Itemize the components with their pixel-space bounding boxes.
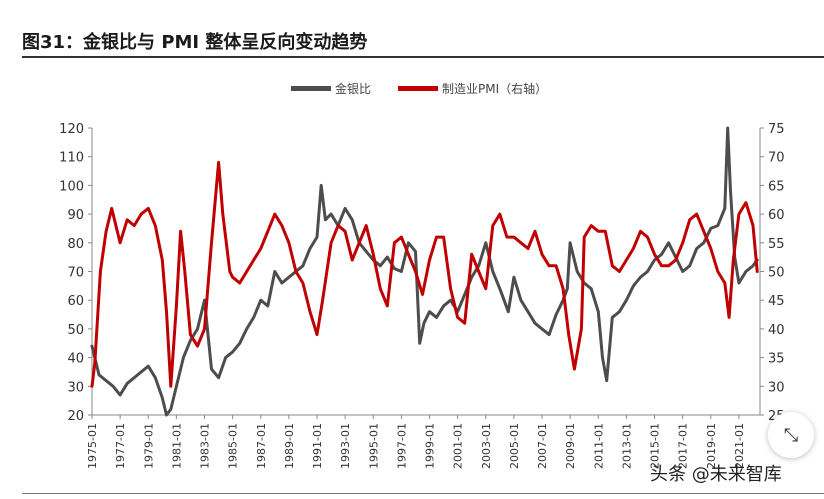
y-right-tick-label: 55 (768, 237, 785, 252)
x-tick-label: 2005-01 (508, 423, 521, 469)
collapse-button[interactable]: ⤡ (768, 412, 814, 458)
y-right-tick-label: 35 (768, 352, 785, 367)
x-tick-label: 1977-01 (114, 423, 127, 469)
x-tick-label: 1993-01 (339, 423, 352, 469)
x-tick-label: 2009-01 (564, 423, 577, 469)
x-tick-label: 1989-01 (283, 423, 296, 469)
y-right-tick-label: 40 (768, 323, 785, 338)
y-right-tick-label: 45 (768, 294, 785, 309)
x-tick-label: 2001-01 (452, 423, 465, 469)
x-tick-label: 1985-01 (227, 423, 240, 469)
legend: 金银比 制造业PMI（右轴） (291, 81, 547, 96)
y-left-tick-label: 30 (67, 380, 84, 395)
x-tick-label: 1987-01 (255, 423, 268, 469)
y-right-tick-label: 65 (768, 179, 785, 194)
y-left-tick-label: 70 (67, 266, 84, 281)
y-left-tick-label: 50 (67, 323, 84, 338)
x-tick-label: 1979-01 (142, 423, 155, 469)
series-line-pmi (90, 160, 759, 388)
legend-label-gold-silver: 金银比 (335, 81, 371, 96)
y-left-tick-label: 60 (67, 294, 84, 309)
watermark: 头条 @未来智库 (650, 464, 782, 485)
x-tick-label: 2011-01 (592, 423, 605, 469)
bottom-divider (22, 493, 824, 494)
y-right-tick-label: 50 (768, 266, 785, 281)
y-right-tick-label: 70 (768, 151, 785, 166)
y-right-tick-label: 60 (768, 208, 785, 223)
y-left-tick-label: 20 (67, 409, 84, 424)
x-tick-label: 2003-01 (480, 423, 493, 469)
y-left-tick-label: 100 (59, 179, 84, 194)
y-left-tick-label: 80 (67, 237, 84, 252)
legend-label-pmi: 制造业PMI（右轴） (442, 81, 547, 96)
y-right-tick-label: 30 (768, 380, 785, 395)
y-right-tick-label: 75 (768, 122, 785, 137)
y-left-tick-label: 120 (59, 122, 84, 137)
collapse-icon: ⤡ (783, 424, 799, 446)
page-title: 图31：金银比与 PMI 整体呈反向变动趋势 (22, 32, 368, 53)
x-tick-label: 1975-01 (86, 423, 99, 469)
x-tick-label: 2019-01 (705, 423, 718, 469)
series-line-gold-silver (90, 126, 759, 417)
legend-swatch-pmi (398, 86, 438, 91)
x-tick-label: 1997-01 (395, 423, 408, 469)
x-tick-label: 1981-01 (170, 423, 183, 469)
x-tick-label: 1999-01 (424, 423, 437, 469)
x-tick-label: 2007-01 (536, 423, 549, 469)
axes: 2030405060708090100110120253035404550556… (59, 122, 784, 469)
title-divider (22, 56, 824, 58)
x-tick-label: 1983-01 (199, 423, 212, 469)
series-group (90, 126, 759, 417)
x-tick-label: 2015-01 (649, 423, 662, 469)
legend-swatch-gold-silver (291, 86, 331, 91)
x-tick-label: 1995-01 (367, 423, 380, 469)
y-left-tick-label: 40 (67, 352, 84, 367)
y-left-tick-label: 90 (67, 208, 84, 223)
x-tick-label: 2017-01 (677, 423, 690, 469)
x-tick-label: 2021-01 (733, 423, 746, 469)
x-tick-label: 1991-01 (311, 423, 324, 469)
y-left-tick-label: 110 (59, 151, 84, 166)
x-tick-label: 2013-01 (620, 423, 633, 469)
